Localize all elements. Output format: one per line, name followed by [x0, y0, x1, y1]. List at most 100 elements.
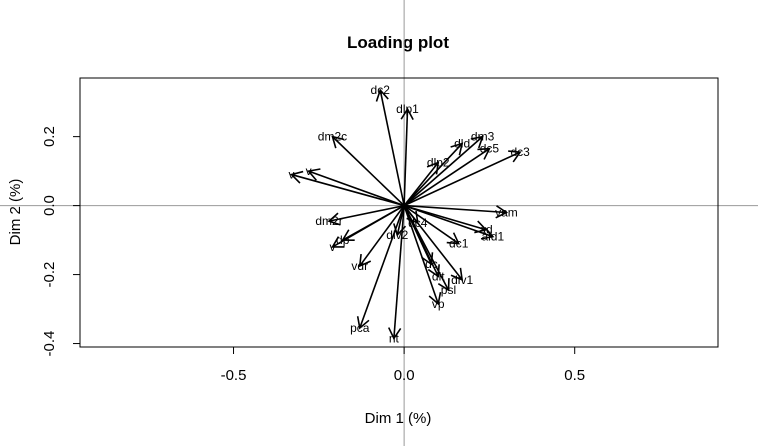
arrow-shaft — [403, 205, 439, 305]
loading-arrow — [403, 205, 450, 292]
loading-arrow — [400, 107, 414, 206]
arrow-shaft — [393, 205, 405, 339]
variable-label: pca — [350, 321, 370, 335]
variable-label: dc — [425, 257, 438, 271]
loading-arrow — [289, 170, 405, 207]
loading-arrows — [289, 88, 522, 340]
arrow-head — [356, 316, 370, 330]
y-axis: -0.4 -0.2 0.0 0.2 — [41, 126, 81, 357]
arrow-shaft — [404, 204, 507, 214]
variable-label: dlp2 — [427, 155, 450, 169]
arrow-head — [427, 264, 440, 278]
arrow-shaft — [403, 204, 460, 245]
arrow-shaft — [331, 136, 405, 207]
y-tick-label: 0.0 — [41, 195, 58, 216]
variable-label: ad — [479, 223, 492, 237]
variable-label: vp — [432, 297, 445, 311]
arrow-shaft — [332, 204, 405, 248]
arrow-head — [508, 150, 522, 163]
arrow-shaft — [403, 142, 463, 207]
y-axis-label: Dim 2 (%) — [7, 179, 24, 246]
arrow-head — [450, 142, 464, 156]
variable-label: vdr — [351, 259, 368, 273]
loading-arrow — [403, 161, 440, 207]
arrow-shaft — [403, 205, 450, 291]
arrow-head — [421, 252, 434, 266]
x-axis: -0.5 0.0 0.5 — [221, 346, 585, 384]
loading-arrow — [403, 147, 491, 207]
loading-arrow — [387, 205, 405, 340]
variable-label: dlv2 — [386, 228, 408, 242]
x-tick-label: 0.5 — [564, 367, 585, 384]
loading-arrow — [403, 204, 495, 240]
arrow-head — [387, 327, 402, 340]
variable-label: dm2r — [315, 214, 342, 228]
y-tick-label: -0.2 — [41, 262, 58, 288]
variable-label: dc4 — [408, 216, 428, 230]
loading-arrow — [327, 204, 405, 226]
loading-arrow — [403, 205, 464, 282]
arrow-shaft — [403, 109, 409, 206]
variable-label: dc5 — [480, 142, 500, 156]
x-axis-label: Dim 1 (%) — [365, 410, 432, 427]
arrow-head — [331, 236, 345, 248]
y-tick-label: 0.2 — [41, 126, 58, 147]
variable-label: dc3 — [510, 145, 530, 159]
variable-label: v — [289, 168, 295, 182]
arrow-head — [426, 161, 440, 175]
variable-label: dm3 — [471, 130, 495, 144]
arrow-shaft — [308, 170, 405, 207]
loading-arrow — [404, 204, 509, 219]
variable-label: dp — [336, 233, 350, 247]
arrow-head — [327, 212, 341, 226]
variable-label: dlv1 — [451, 273, 473, 287]
arrow-head — [375, 88, 389, 102]
arrow-shaft — [291, 173, 405, 207]
x-tick-label: 0.0 — [394, 367, 415, 384]
variable-label: vam — [495, 206, 518, 220]
loading-arrow — [403, 135, 484, 207]
variable-label: v — [306, 164, 312, 178]
variable-label: dlp1 — [396, 102, 419, 116]
variable-label: nt — [389, 331, 400, 345]
loading-arrow — [403, 204, 461, 245]
loading-arrow — [331, 204, 405, 248]
arrow-head — [437, 278, 450, 292]
loading-arrow — [307, 168, 405, 207]
arrow-head — [477, 147, 491, 160]
arrow-head — [495, 205, 509, 219]
arrow-head — [480, 227, 495, 240]
loading-arrow — [375, 88, 405, 206]
variable-label: v — [329, 240, 335, 254]
arrow-head — [428, 291, 442, 306]
arrow-shaft — [328, 204, 405, 222]
arrow-shaft — [403, 204, 494, 238]
loading-arrow — [331, 135, 405, 207]
arrow-shaft — [403, 148, 490, 207]
variable-label: ald1 — [481, 230, 504, 244]
y-tick-label: -0.4 — [41, 331, 58, 357]
arrow-head — [450, 267, 464, 282]
loading-arrow — [403, 150, 522, 207]
arrow-shaft — [359, 205, 405, 267]
arrow-head — [358, 253, 372, 268]
variable-label: dc2 — [371, 83, 391, 97]
arrow-head — [307, 168, 321, 181]
variable-label: dc1 — [449, 237, 469, 251]
variable-label: dm2c — [318, 130, 347, 144]
loading-arrow — [358, 205, 405, 268]
variable-label: dlt — [432, 269, 445, 283]
loading-arrow — [356, 205, 405, 330]
variable-label: psl — [441, 283, 456, 297]
arrow-shaft — [379, 89, 405, 206]
arrow-shaft — [403, 151, 521, 207]
arrow-head — [341, 229, 355, 242]
arrow-shaft — [403, 205, 463, 281]
arrow-shaft — [403, 136, 484, 207]
arrow-head — [470, 135, 484, 149]
loading-arrow — [403, 205, 442, 306]
chart-title: Loading plot — [347, 33, 449, 52]
